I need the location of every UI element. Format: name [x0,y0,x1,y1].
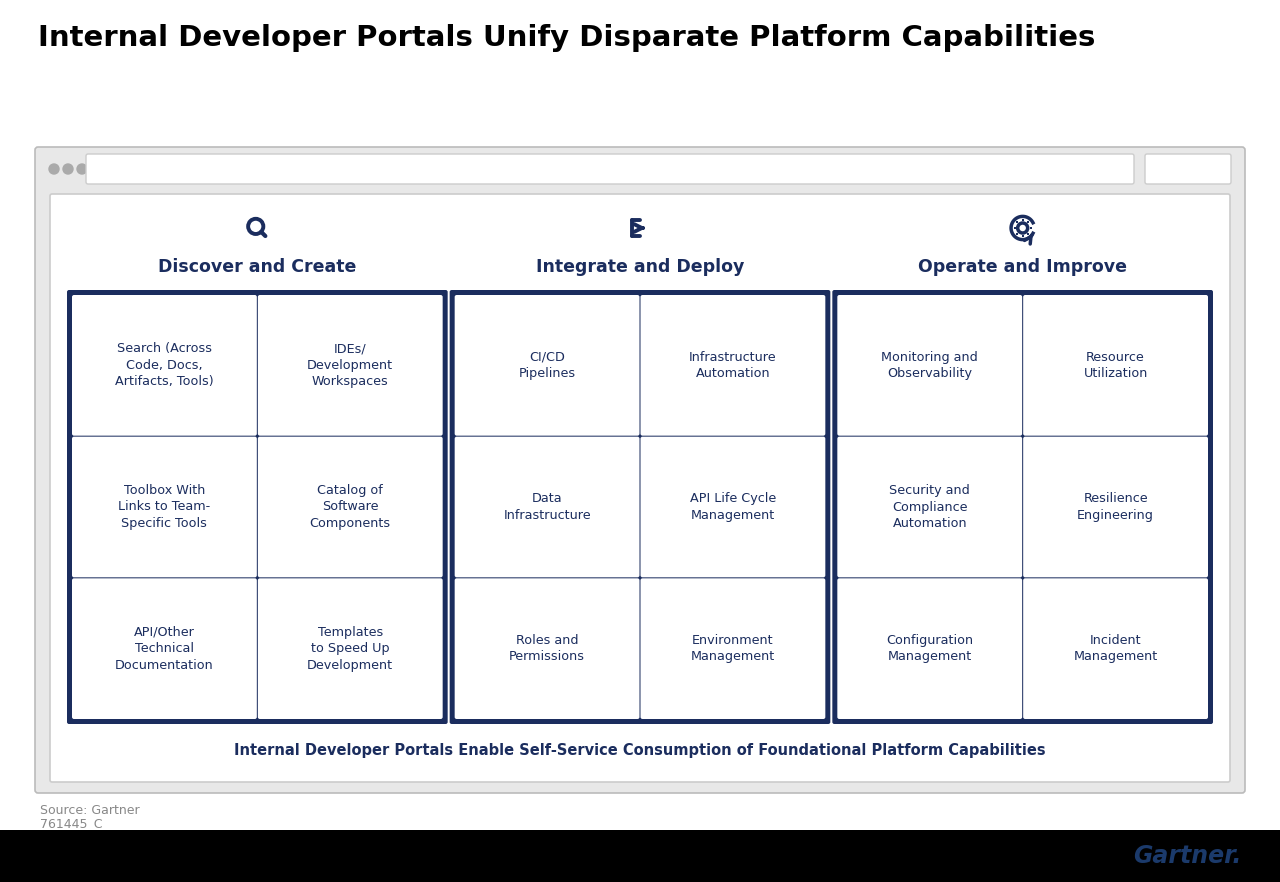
FancyBboxPatch shape [1023,437,1208,578]
FancyBboxPatch shape [1023,579,1208,719]
Text: API/Other
Technical
Documentation: API/Other Technical Documentation [115,625,214,672]
FancyBboxPatch shape [449,290,831,724]
Text: 761445_C: 761445_C [40,817,102,830]
Bar [1029,227,1032,229]
Text: Gartner.: Gartner. [1134,844,1242,868]
FancyBboxPatch shape [72,437,257,578]
FancyBboxPatch shape [837,295,1023,436]
Circle shape [63,164,73,174]
Text: Toolbox With
Links to Team-
Specific Tools: Toolbox With Links to Team- Specific Too… [118,484,210,530]
FancyBboxPatch shape [257,579,443,719]
Bar [0,830,1280,882]
Text: Internal Developer Portals Enable Self-Service Consumption of Foundational Platf: Internal Developer Portals Enable Self-S… [234,744,1046,759]
FancyBboxPatch shape [35,147,1245,793]
FancyBboxPatch shape [454,579,640,719]
FancyBboxPatch shape [640,437,826,578]
Circle shape [49,164,59,174]
FancyBboxPatch shape [1146,154,1231,184]
Text: Operate and Improve: Operate and Improve [918,258,1128,276]
Text: Catalog of
Software
Components: Catalog of Software Components [310,484,390,530]
Bar [1014,227,1015,229]
Text: Roles and
Permissions: Roles and Permissions [509,634,585,663]
Text: Templates
to Speed Up
Development: Templates to Speed Up Development [307,625,393,672]
Bar [1016,221,1018,223]
FancyBboxPatch shape [640,295,826,436]
Text: IDEs/
Development
Workspaces: IDEs/ Development Workspaces [307,342,393,388]
Text: Source: Gartner: Source: Gartner [40,804,140,817]
Text: Resilience
Engineering: Resilience Engineering [1078,492,1155,522]
Text: Resource
Utilization: Resource Utilization [1083,350,1148,380]
Text: Monitoring and
Observability: Monitoring and Observability [882,350,978,380]
Text: Environment
Management: Environment Management [691,634,776,663]
Circle shape [77,164,87,174]
Text: Internal Developer Portals Unify Disparate Platform Capabilities: Internal Developer Portals Unify Dispara… [38,24,1096,52]
Text: Search (Across
Code, Docs,
Artifacts, Tools): Search (Across Code, Docs, Artifacts, To… [115,342,214,388]
Bar [1028,221,1029,223]
Bar [1021,219,1024,221]
Bar [1028,233,1029,235]
Text: Infrastructure
Automation: Infrastructure Automation [689,350,777,380]
FancyBboxPatch shape [1023,295,1208,436]
FancyBboxPatch shape [72,295,257,436]
FancyBboxPatch shape [72,579,257,719]
Text: Integrate and Deploy: Integrate and Deploy [536,258,744,276]
FancyBboxPatch shape [454,437,640,578]
Text: Discover and Create: Discover and Create [159,258,357,276]
Text: Data
Infrastructure: Data Infrastructure [503,492,591,522]
Text: API Life Cycle
Management: API Life Cycle Management [690,492,776,522]
FancyBboxPatch shape [86,154,1134,184]
Text: Configuration
Management: Configuration Management [886,634,973,663]
Text: Incident
Management: Incident Management [1074,634,1157,663]
FancyBboxPatch shape [67,290,448,724]
FancyBboxPatch shape [257,437,443,578]
FancyBboxPatch shape [640,579,826,719]
FancyBboxPatch shape [837,579,1023,719]
FancyBboxPatch shape [257,295,443,436]
FancyBboxPatch shape [837,437,1023,578]
Text: CI/CD
Pipelines: CI/CD Pipelines [518,350,576,380]
Bar [1016,233,1018,235]
Bar [1021,235,1024,237]
FancyBboxPatch shape [50,194,1230,782]
FancyBboxPatch shape [454,295,640,436]
FancyBboxPatch shape [832,290,1213,724]
Text: Security and
Compliance
Automation: Security and Compliance Automation [890,484,970,530]
